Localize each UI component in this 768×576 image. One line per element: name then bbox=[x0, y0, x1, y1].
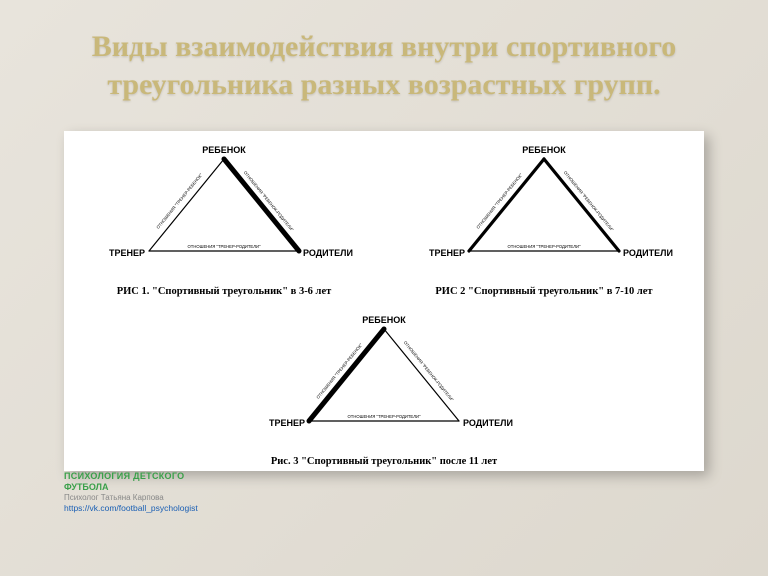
svg-text:РОДИТЕЛИ: РОДИТЕЛИ bbox=[623, 248, 673, 258]
diagram-caption: РИС 2 "Спортивный треугольник" в 7-10 ле… bbox=[388, 286, 700, 297]
credit-line: ПСИХОЛОГИЯ ДЕТСКОГО bbox=[64, 471, 198, 482]
svg-text:ОТНОШЕНИЯ "РЕБЕНОК-РОДИТЕЛИ": ОТНОШЕНИЯ "РЕБЕНОК-РОДИТЕЛИ" bbox=[403, 340, 455, 402]
svg-text:РЕБЕНОК: РЕБЕНОК bbox=[202, 145, 246, 155]
triangle-diagram: РЕБЕНОК ТРЕНЕР РОДИТЕЛИ ОТНОШЕНИЯ "ТРЕНЕР-Р… bbox=[94, 139, 354, 279]
svg-text:ОТНОШЕНИЯ "ТРЕНЕР-РОДИТЕЛИ": ОТНОШЕНИЯ "ТРЕНЕР-РОДИТЕЛИ" bbox=[348, 414, 421, 419]
diagram-cell: РЕБЕНОК ТРЕНЕР РОДИТЕЛИ ОТНОШЕНИЯ "ТРЕНЕР-Р… bbox=[64, 131, 384, 301]
credit-link[interactable]: https://vk.com/football_psychologist bbox=[64, 503, 198, 514]
svg-text:ОТНОШЕНИЯ "ТРЕНЕР-РЕБЕНОК": ОТНОШЕНИЯ "ТРЕНЕР-РЕБЕНОК" bbox=[315, 342, 363, 400]
slide: Виды взаимодействия внутри спортивного т… bbox=[0, 0, 768, 576]
diagram-cell: РЕБЕНОК ТРЕНЕР РОДИТЕЛИ ОТНОШЕНИЯ "ТРЕНЕР-Р… bbox=[220, 301, 548, 471]
svg-text:ТРЕНЕР: ТРЕНЕР bbox=[109, 248, 145, 258]
triangle-diagram: РЕБЕНОК ТРЕНЕР РОДИТЕЛИ ОТНОШЕНИЯ "ТРЕНЕР-Р… bbox=[414, 139, 674, 279]
diagram-row: РЕБЕНОК ТРЕНЕР РОДИТЕЛИ ОТНОШЕНИЯ "ТРЕНЕР-Р… bbox=[64, 131, 704, 301]
triangle-diagram: РЕБЕНОК ТРЕНЕР РОДИТЕЛИ ОТНОШЕНИЯ "ТРЕНЕР-Р… bbox=[254, 309, 514, 449]
diagram-cell: РЕБЕНОК ТРЕНЕР РОДИТЕЛИ ОТНОШЕНИЯ "ТРЕНЕР-Р… bbox=[384, 131, 704, 301]
diagram-caption: Рис. 3 "Спортивный треугольник" после 11… bbox=[224, 456, 544, 467]
credit-line: ФУТБОЛА bbox=[64, 482, 198, 493]
svg-text:ОТНОШЕНИЯ "РЕБЕНОК-РОДИТЕЛИ": ОТНОШЕНИЯ "РЕБЕНОК-РОДИТЕЛИ" bbox=[563, 170, 615, 232]
svg-text:ОТНОШЕНИЯ "ТРЕНЕР-РОДИТЕЛИ": ОТНОШЕНИЯ "ТРЕНЕР-РОДИТЕЛИ" bbox=[508, 244, 581, 249]
svg-text:ОТНОШЕНИЯ "ТРЕНЕР-РОДИТЕЛИ": ОТНОШЕНИЯ "ТРЕНЕР-РОДИТЕЛИ" bbox=[188, 244, 261, 249]
svg-text:РОДИТЕЛИ: РОДИТЕЛИ bbox=[463, 418, 513, 428]
slide-title: Виды взаимодействия внутри спортивного т… bbox=[40, 28, 728, 103]
svg-text:РОДИТЕЛИ: РОДИТЕЛИ bbox=[303, 248, 353, 258]
svg-text:ТРЕНЕР: ТРЕНЕР bbox=[429, 248, 465, 258]
credit-block: ПСИХОЛОГИЯ ДЕТСКОГО ФУТБОЛА Психолог Тат… bbox=[64, 471, 198, 514]
svg-text:РЕБЕНОК: РЕБЕНОК bbox=[362, 315, 406, 325]
diagram-row: РЕБЕНОК ТРЕНЕР РОДИТЕЛИ ОТНОШЕНИЯ "ТРЕНЕР-Р… bbox=[64, 301, 704, 471]
svg-text:ОТНОШЕНИЯ "РЕБЕНОК-РОДИТЕЛИ": ОТНОШЕНИЯ "РЕБЕНОК-РОДИТЕЛИ" bbox=[243, 170, 295, 232]
diagram-caption: РИС 1. "Спортивный треугольник" в 3-6 ле… bbox=[68, 286, 380, 297]
svg-text:ОТНОШЕНИЯ "ТРЕНЕР-РЕБЕНОК": ОТНОШЕНИЯ "ТРЕНЕР-РЕБЕНОК" bbox=[475, 172, 523, 230]
credit-line: Психолог Татьяна Карпова bbox=[64, 493, 198, 503]
svg-text:ОТНОШЕНИЯ "ТРЕНЕР-РЕБЕНОК": ОТНОШЕНИЯ "ТРЕНЕР-РЕБЕНОК" bbox=[155, 172, 203, 230]
svg-text:РЕБЕНОК: РЕБЕНОК bbox=[522, 145, 566, 155]
svg-text:ТРЕНЕР: ТРЕНЕР bbox=[269, 418, 305, 428]
diagram-panel: РЕБЕНОК ТРЕНЕР РОДИТЕЛИ ОТНОШЕНИЯ "ТРЕНЕР-Р… bbox=[64, 131, 704, 471]
